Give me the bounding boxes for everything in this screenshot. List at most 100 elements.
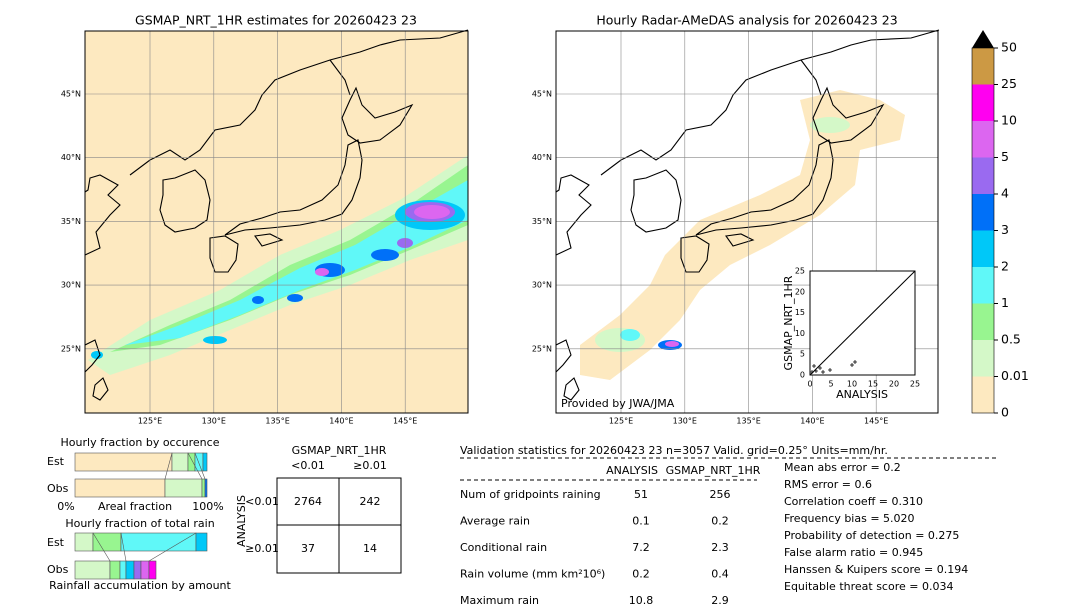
lat-label: 30°N — [61, 281, 81, 290]
color-swatch — [972, 230, 994, 267]
score: Correlation coeff = 0.310 — [784, 495, 923, 508]
axis-label: Areal fraction — [98, 500, 172, 513]
stat-value: 7.2 — [632, 541, 650, 554]
lat-label: 35°N — [61, 217, 81, 226]
lat-label: 25°N — [532, 344, 552, 353]
row-title: ANALYSIS — [235, 495, 248, 547]
lon-label: 145°E — [864, 417, 888, 426]
x-tick-label: 0 — [807, 380, 812, 389]
stat-value: 2.9 — [711, 594, 729, 607]
table-title: GSMAP_NRT_1HR — [292, 444, 387, 457]
col-label: ≥0.01 — [353, 459, 387, 472]
y-tick-label: 25 — [795, 267, 805, 276]
cell: 2764 — [294, 495, 322, 508]
colorbar-label: 0 — [1001, 405, 1009, 420]
cell: 37 — [301, 542, 315, 555]
colorbar-label: 4 — [1001, 186, 1009, 201]
x-tick-label: 15 — [868, 380, 878, 389]
score: Hanssen & Kuipers score = 0.194 — [784, 563, 968, 576]
row-label: Est — [47, 536, 65, 549]
map-title: Hourly Radar-AMeDAS analysis for 2026042… — [596, 13, 897, 28]
color-swatch — [972, 340, 994, 377]
color-swatch — [972, 194, 994, 231]
x-tick-label: 5 — [828, 380, 833, 389]
lon-label: 125°E — [138, 417, 162, 426]
score: Mean abs error = 0.2 — [784, 461, 901, 474]
stat-value: 0.2 — [632, 568, 650, 581]
rain-bars — [74, 532, 208, 580]
y-tick-label: 10 — [795, 329, 805, 338]
stat-name: Conditional rain — [460, 541, 547, 554]
y-tick-label: 5 — [800, 350, 805, 359]
scatter-points — [810, 360, 857, 374]
score: RMS error = 0.6 — [784, 478, 872, 491]
color-swatch — [972, 376, 994, 413]
colorbar-label: 50 — [1001, 40, 1017, 55]
cell: 242 — [360, 495, 381, 508]
x-tick-label: 10 — [847, 380, 857, 389]
stat-name: Rain volume (mm km²10⁶) — [460, 568, 605, 581]
y-tick-label: 15 — [795, 308, 805, 317]
stat-value: 0.2 — [711, 515, 729, 528]
colorbar-label: 3 — [1001, 222, 1009, 237]
lon-label: 130°E — [202, 417, 226, 426]
lat-label: 45°N — [61, 90, 81, 99]
score: Probability of detection = 0.275 — [784, 529, 959, 542]
lon-label: 135°E — [736, 417, 760, 426]
y-tick-label: 20 — [795, 287, 805, 296]
y-tick-label: 0 — [800, 371, 805, 380]
stat-name: Average rain — [460, 515, 530, 528]
color-swatch — [972, 121, 994, 158]
diagonal — [809, 270, 916, 376]
stats-table: Num of gridpoints raining 51 256 Average ra… — [460, 488, 731, 607]
row-label: Obs — [47, 563, 69, 576]
x-axis-label: ANALYSIS — [836, 388, 888, 401]
cell: 14 — [363, 542, 377, 555]
stat-value: 0.4 — [711, 568, 729, 581]
table-lines — [277, 478, 401, 573]
axis-label: 100% — [192, 500, 223, 513]
y-axis-label: GSMAP_NRT_1HR — [782, 275, 795, 370]
lon-label: 140°E — [329, 417, 353, 426]
colorbar-label: 10 — [1001, 113, 1017, 128]
panel-footer: Rainfall accumulation by amount — [49, 579, 231, 592]
colorbar-label: 25 — [1001, 76, 1017, 91]
lon-label: 135°E — [265, 417, 289, 426]
stats-header: Validation statistics for 20260423 23 n=… — [460, 444, 888, 457]
lon-label: 130°E — [673, 417, 697, 426]
col-header: ANALYSIS — [606, 464, 658, 477]
scatter-axes: 00 5 5 10 10 15 15 20 20 25 25 — [795, 267, 920, 389]
lon-label: 140°E — [800, 417, 824, 426]
color-swatch — [972, 157, 994, 194]
scores: Mean abs error = 0.2 RMS error = 0.6 Corre… — [784, 461, 968, 593]
score: Frequency bias = 5.020 — [784, 512, 915, 525]
lat-label: 30°N — [532, 281, 552, 290]
colorbar-label: 1 — [1001, 295, 1009, 310]
stat-value: 256 — [710, 488, 731, 501]
stat-value: 10.8 — [629, 594, 654, 607]
col-label: <0.01 — [291, 459, 325, 472]
row-label: <0.01 — [245, 495, 279, 508]
color-swatch — [972, 48, 994, 85]
stat-name: Num of gridpoints raining — [460, 488, 601, 501]
colorbar-label: 0.01 — [1001, 368, 1029, 383]
score: Equitable threat score = 0.034 — [784, 580, 953, 593]
lon-label: 125°E — [609, 417, 633, 426]
colorbar-label: 5 — [1001, 149, 1009, 164]
panel-title: Hourly fraction of total rain — [65, 517, 214, 530]
colorbar-label: 2 — [1001, 259, 1009, 274]
lat-label: 40°N — [61, 153, 81, 162]
map-frame — [555, 30, 939, 414]
lat-label: 35°N — [532, 217, 552, 226]
lat-label: 25°N — [61, 344, 81, 353]
row-label: Est — [47, 455, 65, 468]
stat-value: 2.3 — [711, 541, 729, 554]
colorbar: 0 0.01 0.5 1 2 3 4 5 10 25 50 — [971, 30, 1029, 420]
color-swatch — [972, 303, 994, 340]
map-title: GSMAP_NRT_1HR estimates for 20260423 23 — [135, 13, 417, 28]
fraction-bars — [74, 452, 208, 498]
color-swatch — [972, 267, 994, 304]
color-swatch — [972, 84, 994, 121]
stat-name: Maximum rain — [460, 594, 539, 607]
